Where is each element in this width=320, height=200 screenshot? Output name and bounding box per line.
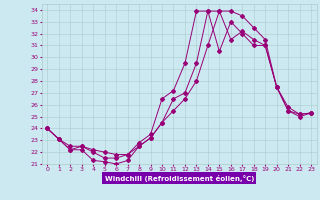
X-axis label: Windchill (Refroidissement éolien,°C): Windchill (Refroidissement éolien,°C)	[105, 175, 254, 182]
